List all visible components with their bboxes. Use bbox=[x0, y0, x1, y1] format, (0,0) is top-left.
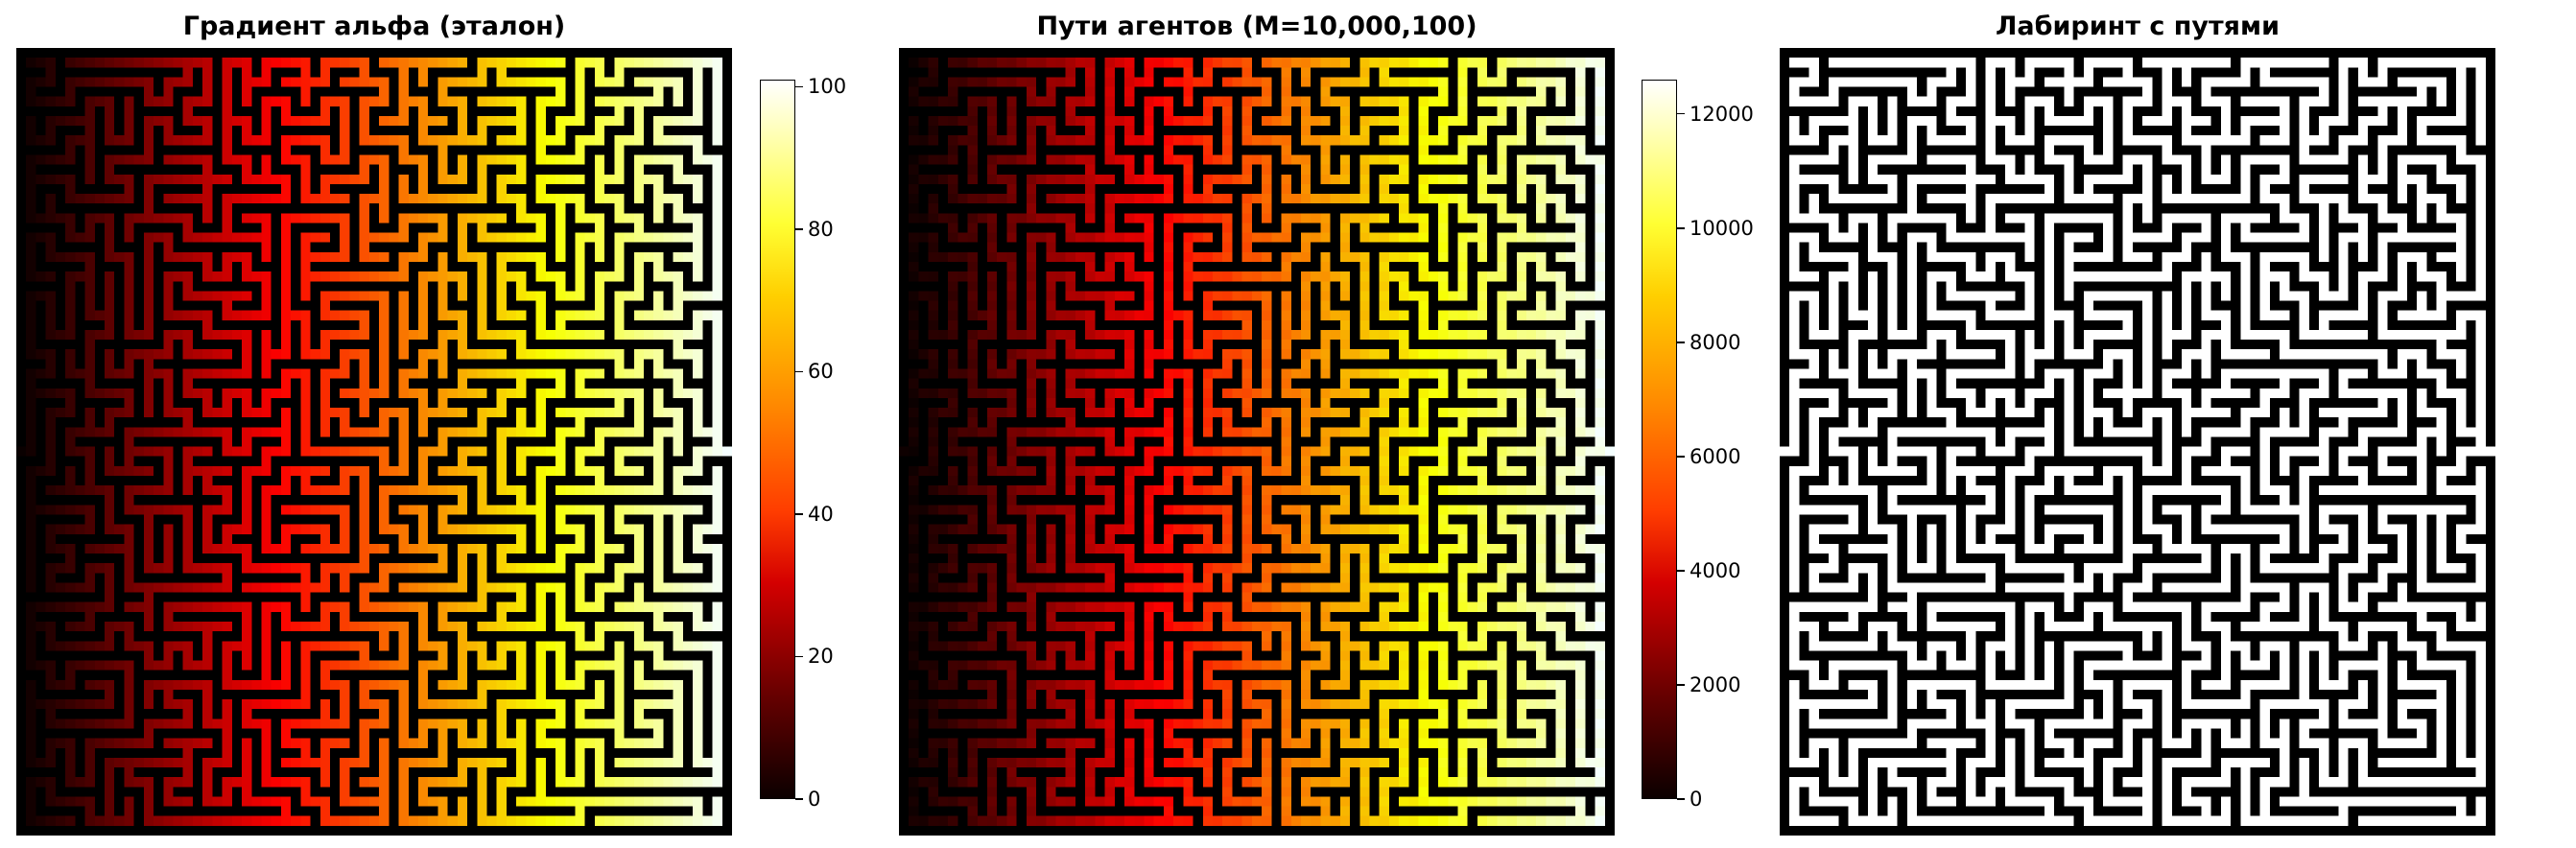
colorbar-tick bbox=[795, 370, 803, 373]
colorbar-tick-label: 20 bbox=[808, 645, 834, 669]
colorbar-tick-label: 100 bbox=[808, 75, 847, 99]
panel-3-title: Лабиринт с путями bbox=[1996, 12, 2280, 41]
colorbar-agent-paths bbox=[1642, 80, 1677, 799]
colorbar-tick bbox=[1677, 570, 1685, 572]
colorbar-tick-label: 0 bbox=[808, 788, 821, 811]
colorbar-tick bbox=[1677, 227, 1685, 229]
colorbar-tick-label: 8000 bbox=[1690, 330, 1741, 354]
colorbar-tick-label: 4000 bbox=[1690, 558, 1741, 582]
colorbar-tick-label: 60 bbox=[808, 360, 834, 384]
maze-with-paths bbox=[1780, 48, 2495, 836]
panel-1-title: Градиент альфа (эталон) bbox=[182, 12, 566, 41]
colorbar-tick-label: 40 bbox=[808, 502, 834, 526]
colorbar-tick bbox=[1677, 684, 1685, 686]
colorbar-tick bbox=[795, 228, 803, 230]
colorbar-alpha bbox=[760, 80, 795, 799]
heatmap-alpha-gradient bbox=[16, 48, 732, 836]
colorbar-tick-label: 2000 bbox=[1690, 672, 1741, 696]
heatmap-agent-paths bbox=[899, 48, 1615, 836]
colorbar-tick bbox=[795, 798, 803, 800]
colorbar-tick-label: 0 bbox=[1690, 788, 1703, 811]
colorbar-tick-label: 6000 bbox=[1690, 444, 1741, 468]
panel-2-title: Пути агентов (M=10,000,100) bbox=[1036, 12, 1477, 41]
colorbar-tick bbox=[1677, 112, 1685, 115]
colorbar-tick bbox=[795, 655, 803, 658]
colorbar-tick bbox=[1677, 342, 1685, 343]
colorbar-tick-label: 12000 bbox=[1690, 102, 1754, 126]
colorbar-tick-label: 80 bbox=[808, 217, 834, 241]
colorbar-tick bbox=[795, 85, 803, 88]
colorbar-tick-label: 10000 bbox=[1690, 216, 1754, 240]
colorbar-tick bbox=[1677, 456, 1685, 458]
colorbar-tick bbox=[1677, 798, 1685, 800]
colorbar-tick bbox=[795, 513, 803, 515]
